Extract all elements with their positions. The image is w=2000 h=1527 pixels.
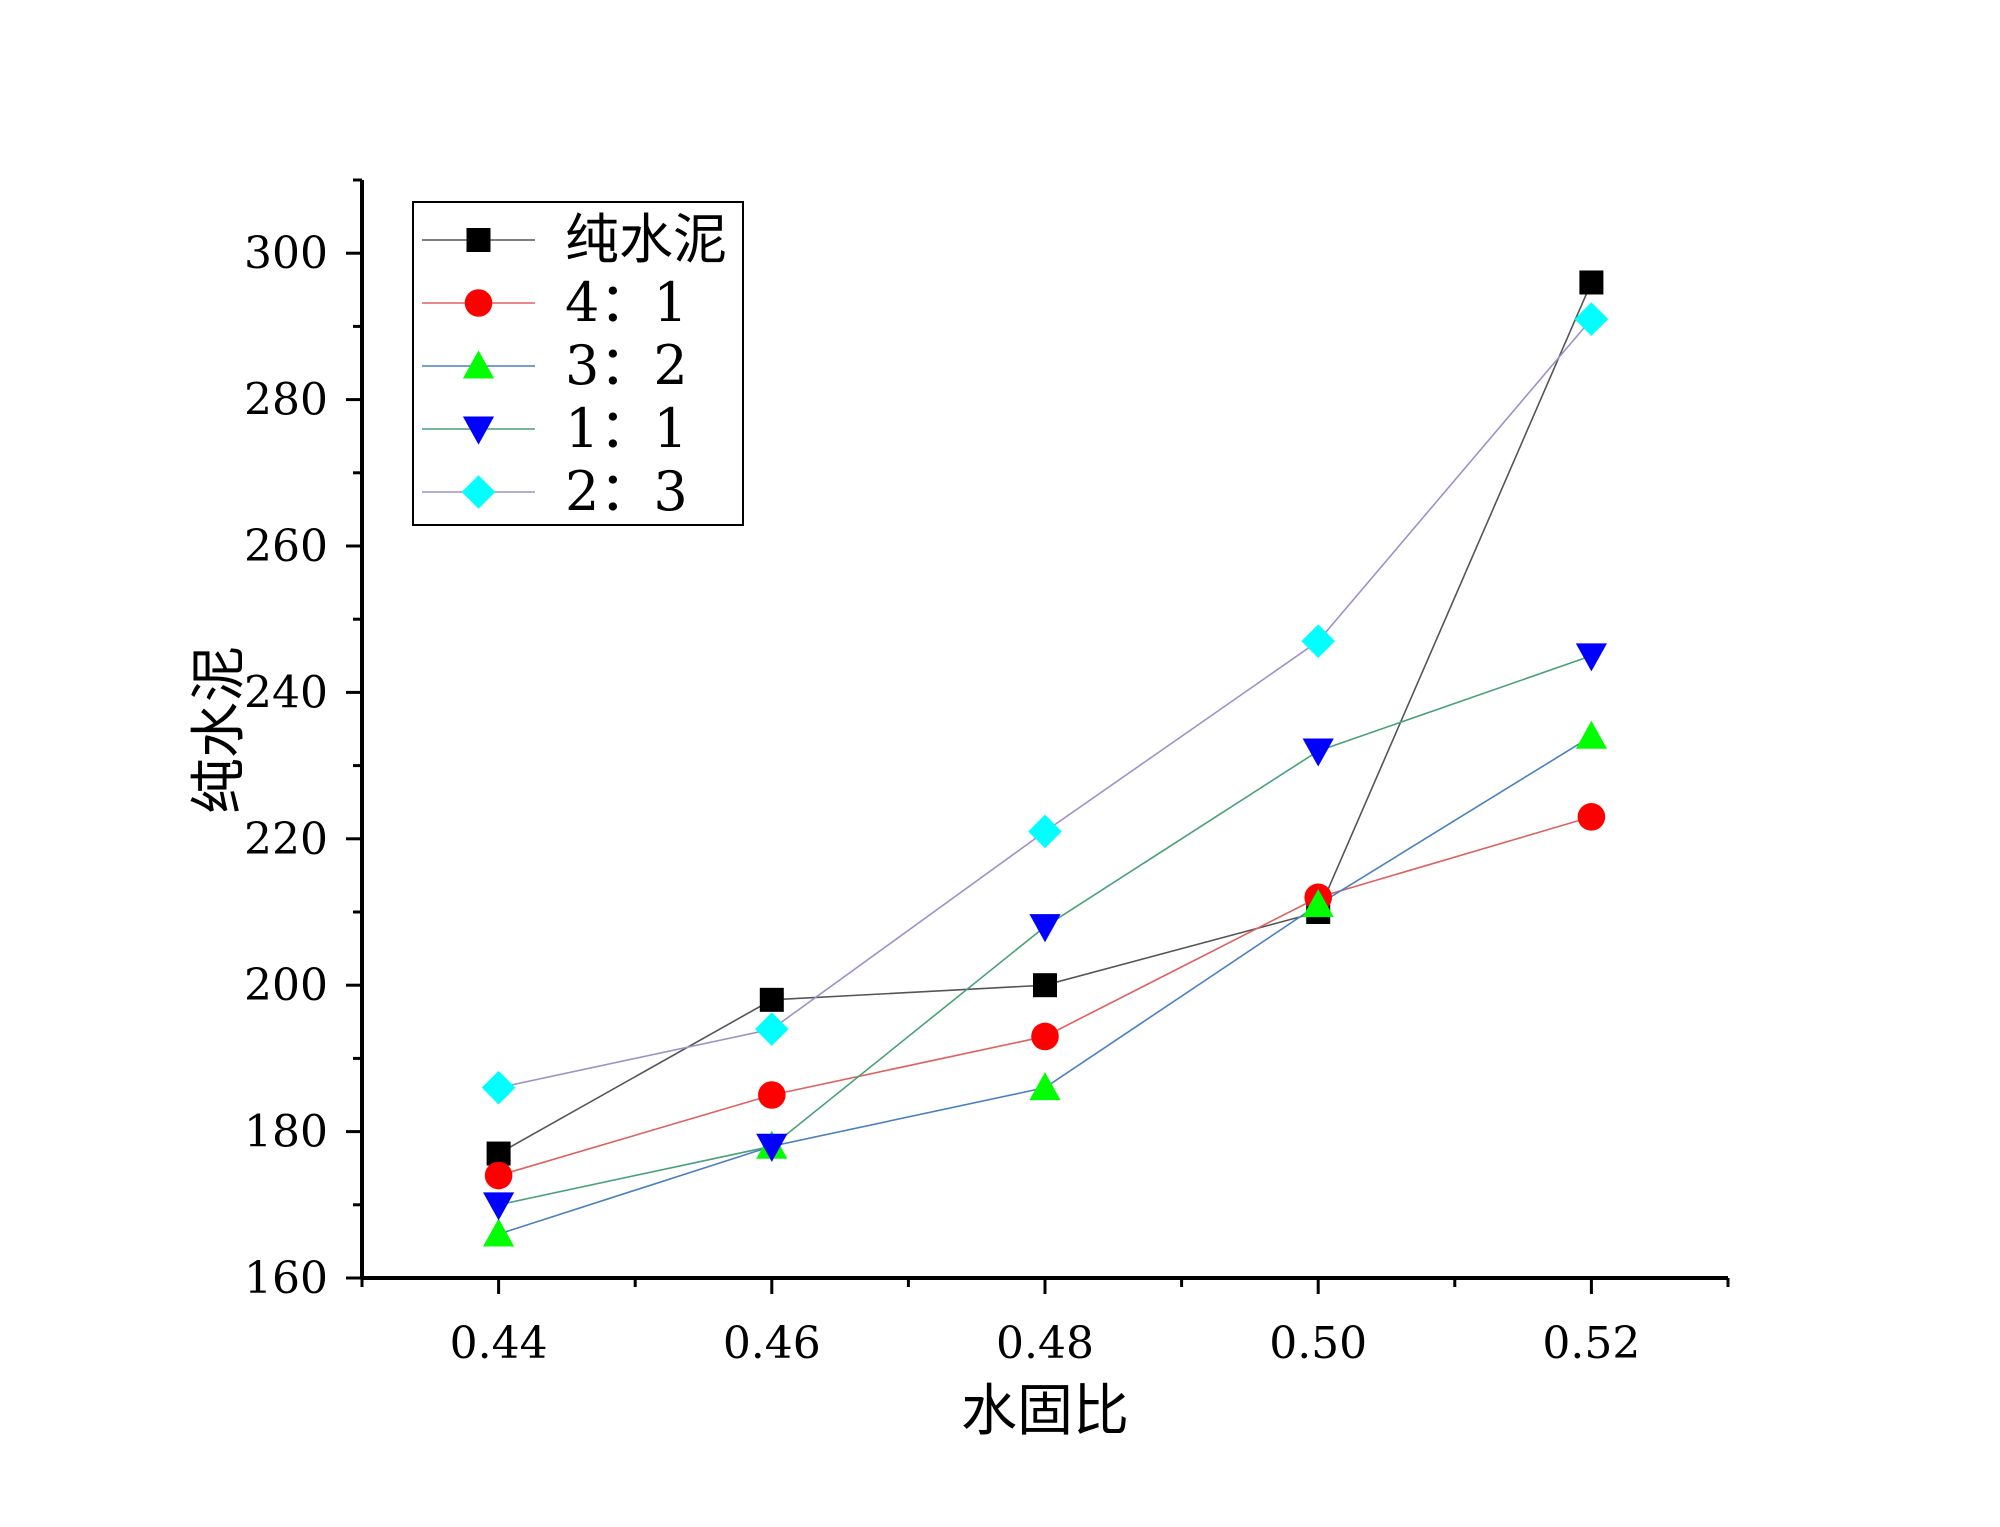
y-tick-label: 300 xyxy=(244,228,328,279)
x-tick-label: 0.52 xyxy=(1542,1318,1640,1369)
y-tick-label: 200 xyxy=(244,960,328,1011)
data-point-series-5 xyxy=(1301,624,1335,658)
data-point-series-5 xyxy=(755,1012,789,1046)
legend-label-5: 2：3 xyxy=(565,460,688,523)
legend-box xyxy=(412,201,744,526)
y-tick-label: 220 xyxy=(244,814,328,865)
x-axis-title: 水固比 xyxy=(961,1379,1129,1444)
data-point-series-5 xyxy=(1574,302,1609,336)
data-point-series-2 xyxy=(484,1161,513,1190)
legend-label-1: 纯水泥 xyxy=(565,208,727,271)
legend-marker-3 xyxy=(462,350,495,379)
data-point-series-4 xyxy=(1029,914,1061,943)
series-layer xyxy=(481,270,1609,1247)
y-tick-label: 160 xyxy=(244,1253,328,1304)
data-point-series-2 xyxy=(758,1081,786,1109)
legend-marker-5 xyxy=(461,475,496,509)
data-point-series-3 xyxy=(1302,889,1334,918)
data-point-series-5 xyxy=(481,1070,516,1105)
legend-marker-2 xyxy=(464,289,493,317)
x-tick-label: 0.50 xyxy=(1269,1318,1367,1369)
y-axis-title: 纯水泥 xyxy=(187,646,252,814)
data-point-series-2 xyxy=(1031,1022,1059,1051)
data-point-series-5 xyxy=(1028,814,1062,849)
data-point-series-4 xyxy=(1302,738,1334,767)
y-tick-label: 240 xyxy=(244,667,328,718)
y-tick-label: 280 xyxy=(244,375,328,426)
data-point-series-3 xyxy=(1575,720,1607,749)
data-point-series-2 xyxy=(1577,803,1606,831)
data-point-series-1 xyxy=(1579,270,1604,295)
y-tick-label: 180 xyxy=(244,1107,328,1158)
data-point-series-4 xyxy=(483,1192,515,1221)
legend-label-3: 3：2 xyxy=(565,334,688,397)
data-point-series-1 xyxy=(1033,973,1057,998)
data-point-series-3 xyxy=(1029,1072,1061,1101)
data-point-series-1 xyxy=(486,1141,511,1166)
legend-label-2: 4：1 xyxy=(565,271,688,334)
x-tick-label: 0.46 xyxy=(723,1318,821,1369)
data-point-series-3 xyxy=(483,1218,515,1247)
data-point-series-4 xyxy=(1575,643,1607,672)
legend-label-4: 1：1 xyxy=(565,397,688,460)
legend-marker-1 xyxy=(466,228,491,252)
data-point-series-4 xyxy=(756,1133,788,1162)
legend-marker-4 xyxy=(462,416,495,445)
x-tick-label: 0.44 xyxy=(450,1318,548,1369)
ticks: 160 180 200 220 240 260 280 300 0.44 0.46 0.48 0.50… xyxy=(244,178,1730,1369)
x-tick-label: 0.48 xyxy=(996,1318,1094,1369)
data-point-series-1 xyxy=(759,987,784,1012)
y-tick-label: 260 xyxy=(244,521,328,572)
